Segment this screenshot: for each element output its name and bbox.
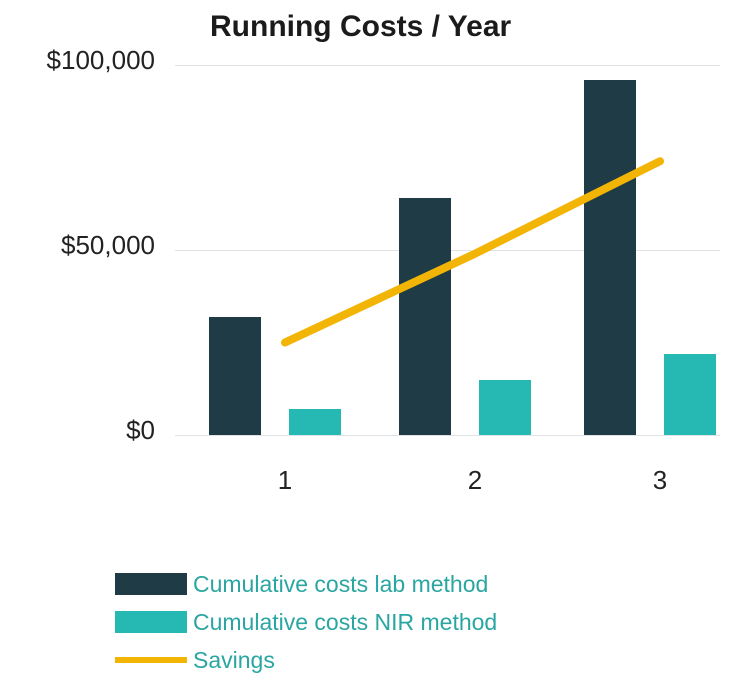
grid-line [175,435,720,436]
line-savings [285,161,660,342]
legend-line-swatch [115,657,187,663]
y-tick-label: $50,000 [0,230,155,261]
chart-title: Running Costs / Year [210,10,511,44]
y-tick-label: $0 [0,415,155,446]
legend-item: Cumulative costs lab method [115,565,497,603]
legend-item: Cumulative costs NIR method [115,603,497,641]
plot-area [175,65,720,435]
legend-label: Cumulative costs lab method [193,571,488,598]
y-tick-label: $100,000 [0,45,155,76]
legend-item: Savings [115,641,497,679]
running-costs-chart: Running Costs / Year $0 $50,000 $100,000 1… [0,0,750,689]
x-tick-label: 3 [640,465,680,496]
legend-swatch [115,611,187,633]
legend: Cumulative costs lab method Cumulative co… [115,565,497,679]
legend-swatch [115,573,187,595]
legend-label: Savings [193,647,275,674]
legend-label: Cumulative costs NIR method [193,609,497,636]
savings-line [175,65,720,435]
x-tick-label: 2 [455,465,495,496]
x-tick-label: 1 [265,465,305,496]
